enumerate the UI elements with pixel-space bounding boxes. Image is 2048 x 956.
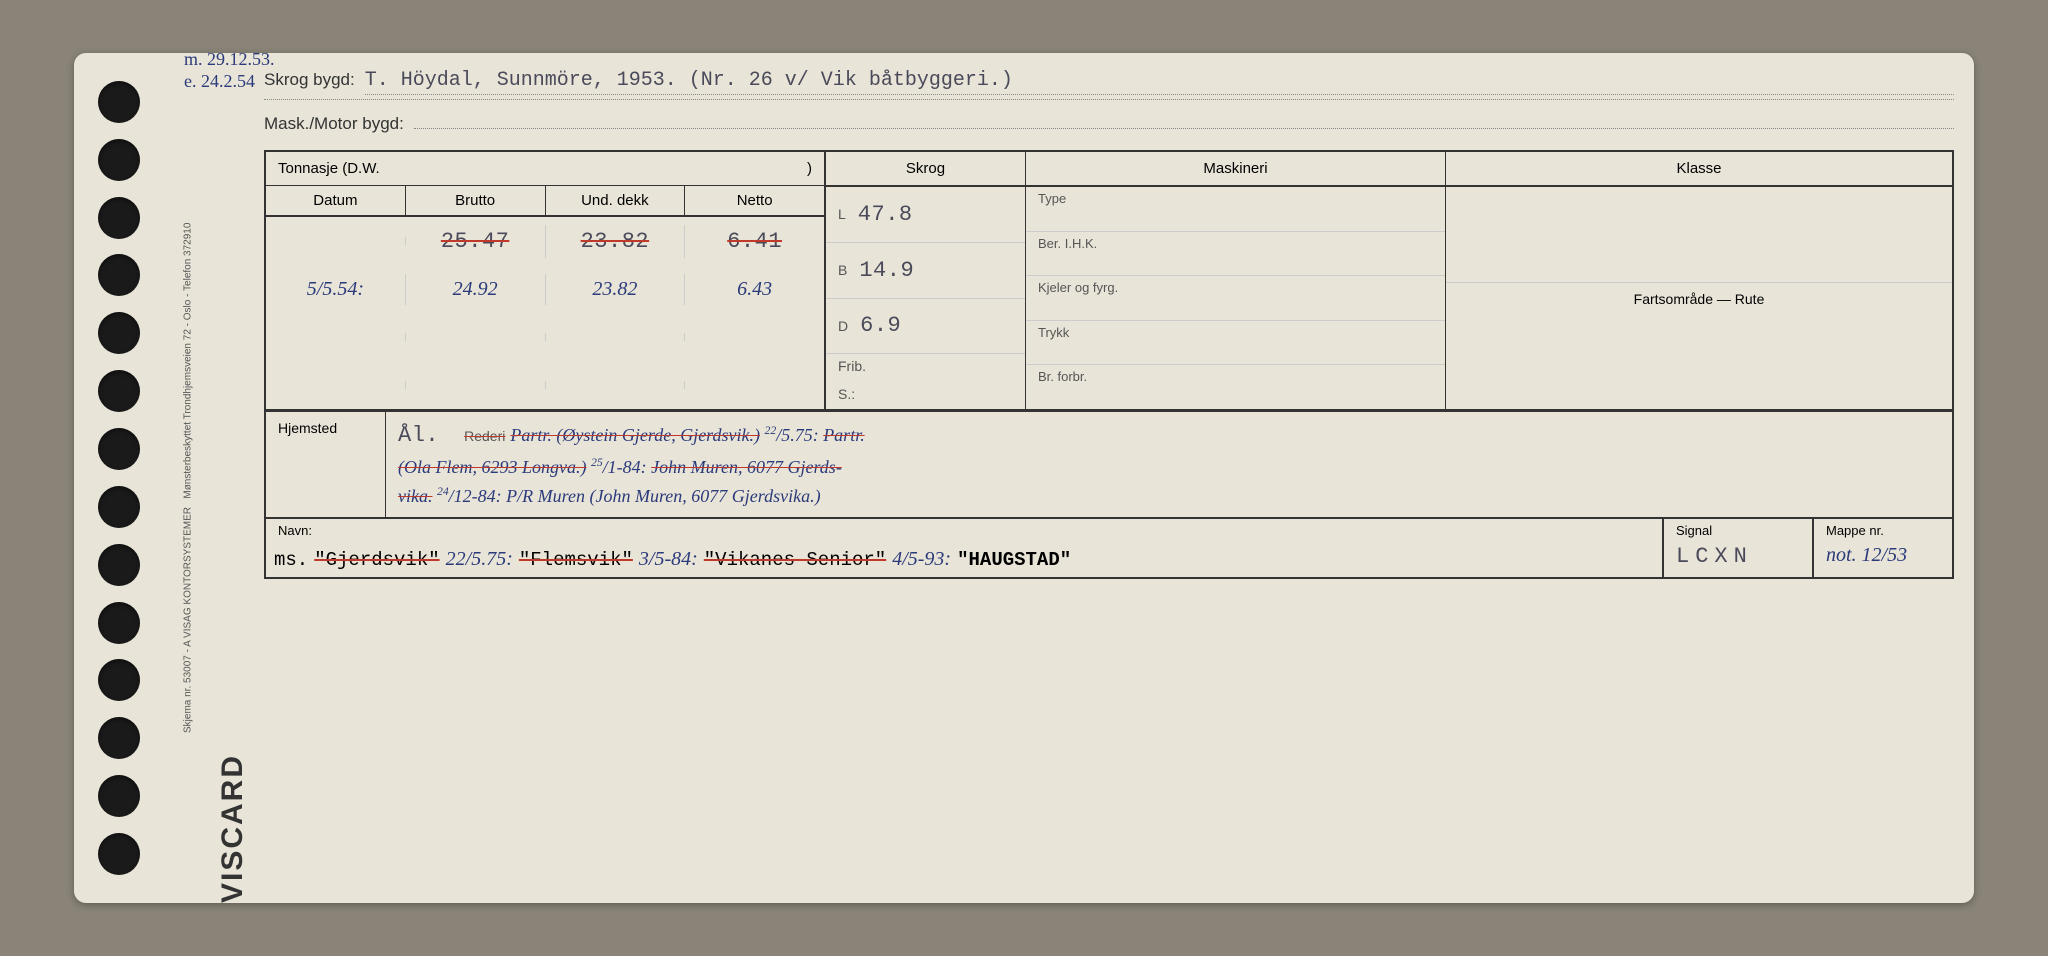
cell-brutto-1: 24.92: [406, 274, 546, 305]
col-und-dekk: Und. dekk: [546, 186, 686, 215]
mappe-label: Mappe nr.: [1826, 523, 1940, 538]
s-label: S.:: [838, 386, 855, 402]
hjemsted-value: Ål.: [398, 423, 439, 448]
mk-type: Type: [1026, 187, 1445, 232]
skrog-L-label: L: [838, 206, 846, 222]
skrog-block: Skrog L 47.8 B 14.9 D 6.9 Frib. S.:: [826, 152, 1026, 409]
skrog-B-value: 14.9: [859, 258, 914, 283]
cell-und-1: 23.82: [546, 274, 686, 305]
navn-3: "HAUGSTAD": [957, 549, 1071, 571]
navn-0-date: 22/5.75:: [446, 548, 513, 571]
col-netto: Netto: [685, 186, 824, 215]
motor-bygd-label: Mask./Motor bygd:: [264, 114, 404, 134]
skrog-D-value: 6.9: [860, 313, 901, 338]
cell-brutto-0: 25.47: [406, 225, 546, 258]
mappe-block: Mappe nr. not. 12/53: [1812, 519, 1952, 577]
mappe-value: not. 12/53: [1826, 544, 1940, 567]
tonnasje-header: Tonnasje (D.W. ): [266, 152, 824, 186]
brand-name: VISCARD: [216, 754, 250, 903]
punch-holes: [74, 53, 164, 903]
col-datum: Datum: [266, 186, 406, 215]
skrog-bygd-value: T. Höydal, Sunnmöre, 1953. (Nr. 26 v/ Vi…: [365, 69, 1954, 95]
mk-ber: Ber. I.H.K.: [1026, 232, 1445, 277]
hjemsted-row: Hjemsted Ål. Rederi Partr. (Øystein Gjer…: [266, 410, 1952, 517]
col-brutto: Brutto: [406, 186, 546, 215]
navn-0: "Gjerdsvik": [314, 549, 439, 571]
corner-note-1: m. 29.12.53.: [184, 49, 275, 71]
hjemsted-label: Hjemsted: [266, 412, 386, 517]
skrog-D-label: D: [838, 318, 848, 334]
navn-1-date: 3/5-84:: [639, 548, 698, 571]
maskineri-block: Maskineri Type Ber. I.H.K. Kjeler og fyr…: [1026, 152, 1446, 409]
skrog-bygd-row: Skrog bygd: T. Höydal, Sunnmöre, 1953. (…: [264, 63, 1954, 100]
navn-1: "Flemsvik": [519, 549, 633, 571]
navn-row: Navn: ms. "Gjerdsvik" 22/5.75: "Flemsvik…: [264, 519, 1954, 579]
motor-bygd-value: [414, 126, 1954, 129]
navn-prefix: ms.: [274, 549, 308, 571]
skrog-L-value: 47.8: [858, 202, 913, 227]
navn-body: ms. "Gjerdsvik" 22/5.75: "Flemsvik" 3/5-…: [266, 542, 1662, 577]
skrog-B-label: B: [838, 262, 847, 278]
klasse-header: Klasse: [1446, 152, 1952, 187]
navn-2-date: 4/5-93:: [892, 548, 951, 571]
sidebar-line2: Mønsterbeskyttet Trondhjemsveien 72 - Os…: [183, 223, 194, 499]
navn-label: Navn:: [266, 519, 1662, 542]
frib-label: Frib.: [838, 358, 866, 374]
mk-kjeler: Kjeler og fyrg.: [1026, 276, 1445, 321]
mk-trykk: Trykk: [1026, 321, 1445, 366]
cell-datum-1: 5/5.54:: [266, 274, 406, 305]
tonnasje-row-empty2: [266, 361, 824, 409]
corner-handwritten-dates: m. 29.12.53. e. 24.2.54: [184, 49, 275, 92]
brand-logo: VISCARD: [212, 53, 254, 903]
signal-value: LCXN: [1676, 544, 1800, 569]
maskineri-header: Maskineri: [1026, 152, 1445, 187]
cell-datum-0: [266, 237, 406, 245]
tonnasje-block: Tonnasje (D.W. ) Datum Brutto Und. dekk …: [266, 152, 826, 409]
skrog-header: Skrog: [826, 152, 1025, 187]
main-grid: Tonnasje (D.W. ) Datum Brutto Und. dekk …: [264, 150, 1954, 519]
rederi-label: Rederi: [464, 428, 505, 444]
sidebar-line1: Skjema nr. 53007 - A VISAG KONTORSYSTEME…: [183, 507, 194, 733]
card-content: m. 29.12.53. e. 24.2.54 Skrog bygd: T. H…: [254, 53, 1974, 903]
hjemsted-body: Ål. Rederi Partr. (Øystein Gjerde, Gjerd…: [386, 412, 1952, 517]
klasse-block: Klasse Fartsområde — Rute: [1446, 152, 1952, 409]
navn-2: "Vikanes Senior": [704, 549, 886, 571]
mk-br: Br. forbr.: [1026, 365, 1445, 409]
cell-und-0: 23.82: [546, 225, 686, 258]
cell-netto-1: 6.43: [685, 274, 824, 305]
rute-label: Fartsområde — Rute: [1446, 282, 1952, 315]
motor-bygd-row: Mask./Motor bygd:: [264, 100, 1954, 142]
signal-label: Signal: [1676, 523, 1800, 538]
tonnasje-row-1: 5/5.54: 24.92 23.82 6.43: [266, 265, 824, 313]
corner-note-2: e. 24.2.54: [184, 71, 275, 93]
form-sidebar-text: Skjema nr. 53007 - A VISAG KONTORSYSTEME…: [164, 53, 212, 903]
index-card: Skjema nr. 53007 - A VISAG KONTORSYSTEME…: [74, 53, 1974, 903]
tonnasje-row-empty: [266, 313, 824, 361]
tonnasje-columns: Datum Brutto Und. dekk Netto: [266, 186, 824, 217]
cell-netto-0: 6.41: [685, 225, 824, 258]
signal-block: Signal LCXN: [1662, 519, 1812, 577]
tonnasje-row-0: 25.47 23.82 6.41: [266, 217, 824, 265]
skrog-bygd-label: Skrog bygd:: [264, 70, 355, 90]
